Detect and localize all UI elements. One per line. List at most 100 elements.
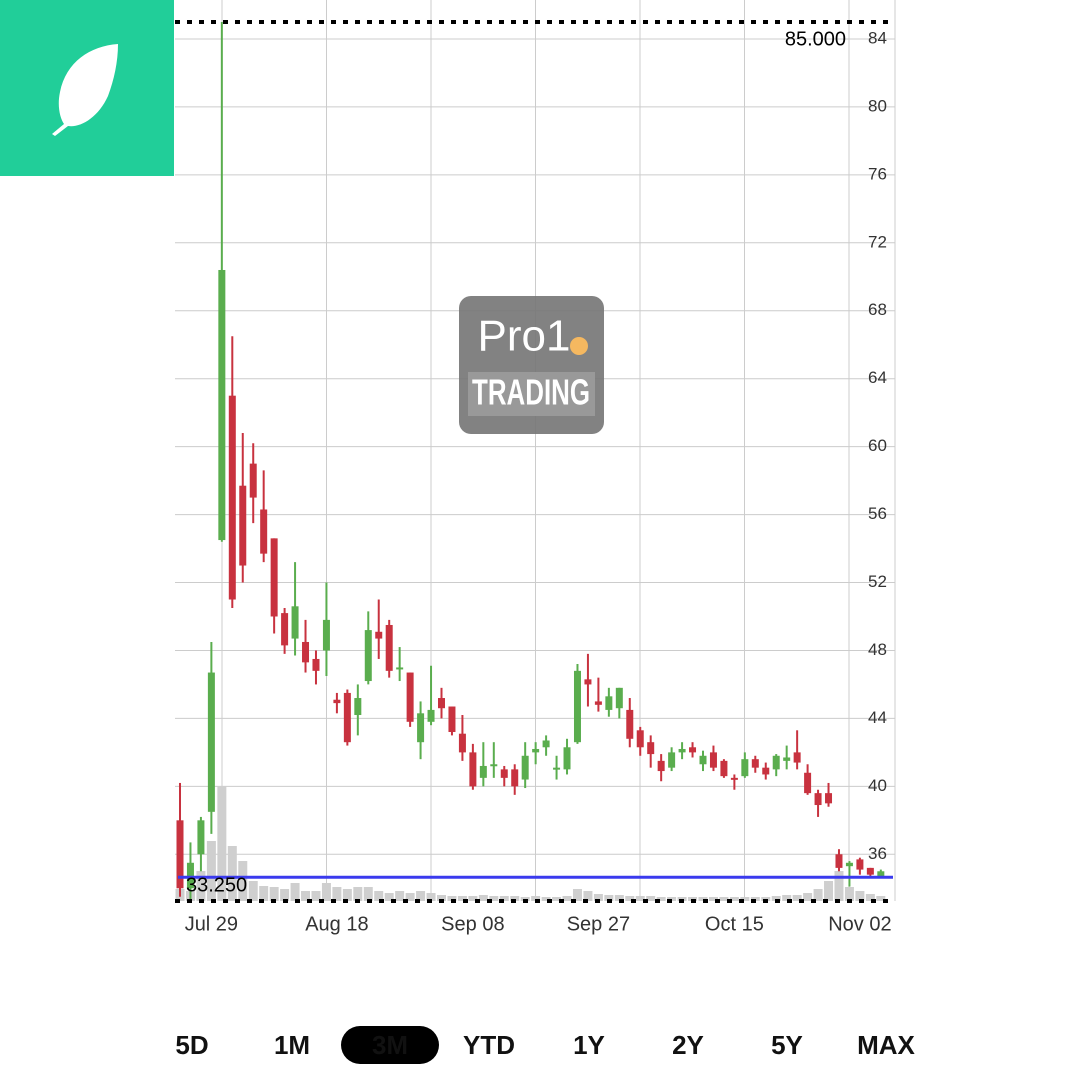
candle-body xyxy=(479,765,487,778)
volume-bar xyxy=(782,895,792,901)
feather-icon xyxy=(52,44,118,136)
candle-body xyxy=(835,854,843,868)
y-tick-label: 84 xyxy=(868,28,887,47)
volume-bar xyxy=(813,889,823,901)
volume-bar xyxy=(384,893,394,901)
period-button[interactable]: YTD xyxy=(463,1030,515,1060)
x-tick-label: Nov 02 xyxy=(828,913,891,935)
volume-bar xyxy=(395,891,405,901)
candle-body xyxy=(626,709,634,739)
candle-body xyxy=(814,793,822,806)
candle-body xyxy=(668,752,676,768)
candle-body xyxy=(207,672,215,812)
candle-body xyxy=(678,748,686,753)
volume-bar xyxy=(248,881,258,901)
period-button[interactable]: MAX xyxy=(857,1030,915,1060)
candle-body xyxy=(291,606,299,639)
candle-body xyxy=(406,672,414,722)
volume-bar xyxy=(363,887,373,901)
watermark-tag-box xyxy=(468,372,595,416)
candle-body xyxy=(312,658,320,671)
candle-body xyxy=(594,701,602,705)
volume-bar xyxy=(259,886,269,901)
volume-bar xyxy=(635,896,645,901)
candle-body xyxy=(385,624,393,671)
watermark-dot xyxy=(570,337,588,355)
candle-body xyxy=(511,769,519,787)
volume-bar xyxy=(269,887,279,901)
volume-bar xyxy=(332,887,342,901)
period-label: 3M xyxy=(372,1030,408,1060)
y-tick-label: 56 xyxy=(868,504,887,523)
period-label: 1Y xyxy=(573,1030,605,1060)
volume-bar xyxy=(301,891,311,901)
candle-body xyxy=(302,641,310,663)
volume-bar xyxy=(865,894,875,901)
candle-body xyxy=(343,692,351,743)
volume-bar xyxy=(531,896,541,901)
candle-body xyxy=(228,395,236,600)
period-button[interactable]: 1Y xyxy=(573,1030,605,1060)
period-button[interactable]: 5D xyxy=(175,1030,208,1060)
candle-body xyxy=(783,757,791,761)
volume-bar xyxy=(280,889,290,901)
volume-bar xyxy=(457,896,467,901)
low-label: 33.250 xyxy=(186,874,247,896)
candle-body xyxy=(762,767,770,775)
y-tick-label: 72 xyxy=(868,232,887,251)
period-button[interactable]: 3M xyxy=(341,1026,439,1064)
volume-bar xyxy=(771,896,781,901)
volume-bar xyxy=(342,889,352,901)
volume-bar xyxy=(876,896,886,901)
period-label: 2Y xyxy=(672,1030,704,1060)
volume-bar xyxy=(729,897,739,901)
y-tick-label: 52 xyxy=(868,572,887,591)
candle-body xyxy=(793,752,801,763)
y-tick-label: 64 xyxy=(868,368,887,387)
candle-body xyxy=(856,859,864,870)
volume-bar xyxy=(217,786,227,901)
x-tick-label: Jul 29 xyxy=(185,913,238,935)
volume-bar xyxy=(803,893,813,901)
volume-bar xyxy=(405,893,415,901)
candle-body xyxy=(699,755,707,765)
volume-bar xyxy=(489,896,499,901)
watermark: Pro1 TRADING xyxy=(459,296,604,434)
candle-body xyxy=(553,767,561,770)
candle-body xyxy=(427,709,435,722)
volume-bar xyxy=(604,895,614,901)
candle-body xyxy=(176,820,184,889)
volume-bar xyxy=(196,871,206,901)
period-button[interactable]: 2Y xyxy=(672,1030,704,1060)
candle-body xyxy=(845,862,853,867)
candle-body xyxy=(396,667,404,670)
candle-body xyxy=(751,759,759,768)
volume-bar xyxy=(238,861,248,901)
volume-bar xyxy=(510,896,520,901)
candle-body xyxy=(417,713,425,743)
volume-bar xyxy=(552,897,562,901)
volume-bar xyxy=(834,871,844,901)
x-tick-label: Aug 18 xyxy=(305,913,368,935)
volume-bar xyxy=(447,896,457,901)
volume-bar xyxy=(321,883,331,901)
volume-bar xyxy=(614,895,624,901)
volume-bar xyxy=(416,891,426,901)
candle-body xyxy=(866,867,874,875)
y-tick-label: 68 xyxy=(868,300,887,319)
volume-bar xyxy=(740,897,750,901)
volume-bar xyxy=(468,896,478,901)
period-button[interactable]: 5Y xyxy=(771,1030,803,1060)
x-tick-label: Sep 27 xyxy=(567,913,630,935)
volume-bar xyxy=(583,891,593,901)
period-active-bg xyxy=(341,1026,439,1064)
y-tick-label: 40 xyxy=(868,776,887,795)
volume-bar xyxy=(844,887,854,901)
watermark-tagline: TRADING xyxy=(472,372,590,413)
volume-bar xyxy=(646,896,656,901)
candle-body xyxy=(448,706,456,732)
candle-body xyxy=(877,871,885,877)
candle-body xyxy=(584,679,592,685)
period-button[interactable]: 1M xyxy=(274,1030,310,1060)
